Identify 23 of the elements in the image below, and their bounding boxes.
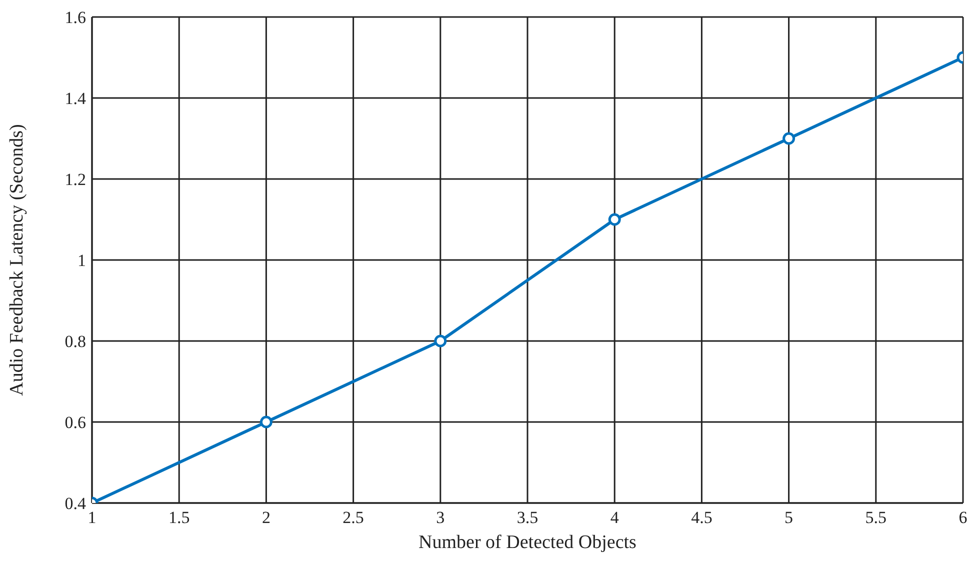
x-tick-label: 5 — [784, 508, 794, 528]
point — [608, 213, 621, 226]
x-tick-label: 4 — [610, 508, 620, 528]
x-tick-label: 2 — [262, 508, 270, 528]
y-tick-label: 1.2 — [64, 170, 86, 190]
point — [434, 334, 447, 348]
x-axis-title: Number of Detected Objects — [418, 532, 636, 553]
y-tick-label: 0.6 — [64, 413, 86, 432]
x-tick-label: 4.5 — [691, 508, 712, 528]
y-tick-label: 0.8 — [64, 332, 86, 352]
point — [782, 132, 796, 145]
x-tick-label: 6 — [958, 508, 968, 528]
x-tick-label: 2.5 — [342, 508, 364, 528]
y-tick-label: 0.4 — [64, 494, 86, 514]
x-tick-label: 3 — [436, 508, 445, 528]
y-axis-title: Audio Feedback Latency (Seconds) — [6, 124, 28, 396]
x-tick-label: 5.5 — [865, 508, 887, 528]
y-tick-label: 1 — [78, 251, 86, 270]
y-tick-label: 1.4 — [64, 89, 86, 108]
x-tick-label: 1.5 — [168, 508, 190, 528]
point — [260, 416, 272, 428]
y-tick-label: 1.6 — [64, 8, 86, 28]
x-tick-label: 3.5 — [516, 508, 538, 528]
